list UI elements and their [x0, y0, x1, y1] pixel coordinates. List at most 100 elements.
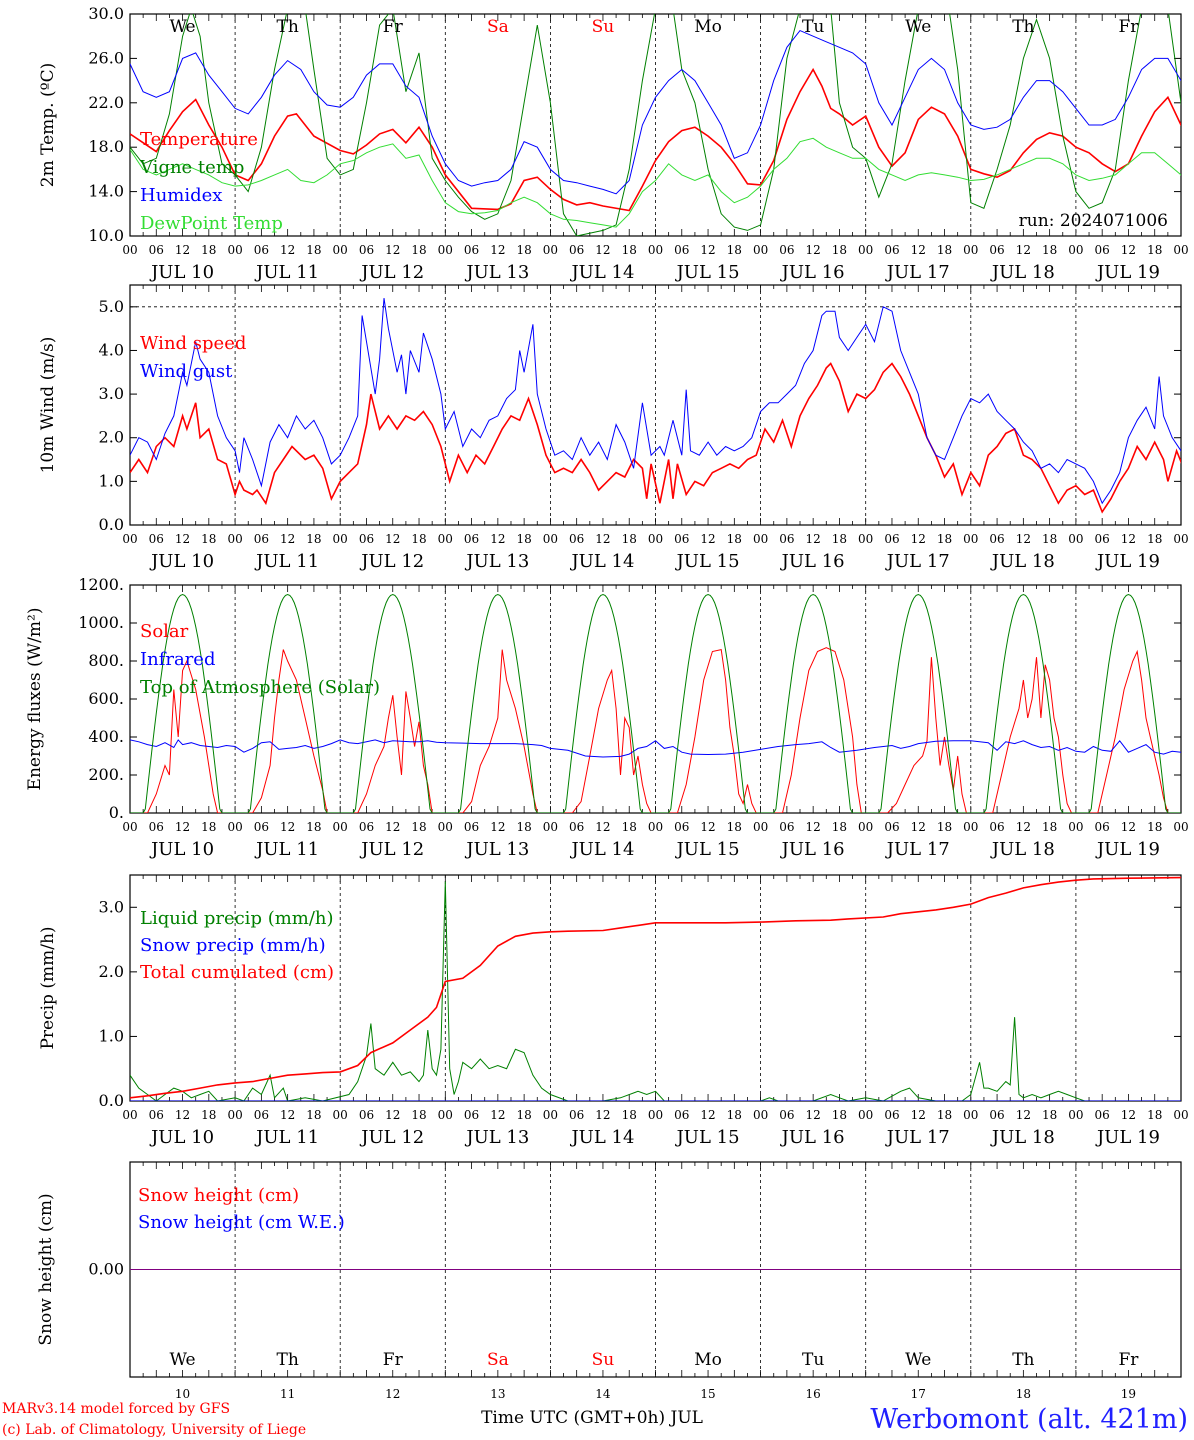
- hour-tick-label: 06: [149, 820, 164, 834]
- hour-tick-label: 12: [1016, 1108, 1031, 1122]
- hour-tick-label: 12: [911, 532, 926, 546]
- date-label: JUL 15: [675, 551, 740, 572]
- weekday-label: Th: [1012, 1350, 1034, 1370]
- legend-entry: Snow height (cm W.E.): [138, 1212, 345, 1233]
- legend-entry: Temperature: [140, 129, 258, 150]
- legend-entry: Wind speed: [140, 333, 246, 354]
- hour-tick-label: 12: [911, 820, 926, 834]
- hour-tick-label: 00: [333, 532, 348, 546]
- hour-tick-label: 18: [1042, 532, 1057, 546]
- hour-tick-label: 00: [1173, 1108, 1188, 1122]
- hour-tick-label: 12: [385, 243, 400, 257]
- date-label: JUL 15: [675, 262, 740, 283]
- hour-tick-label: 18: [201, 1108, 216, 1122]
- hour-tick-label: 18: [411, 532, 426, 546]
- day-number-label: 11: [280, 1387, 295, 1401]
- y-tick-label: 1000.: [78, 613, 124, 632]
- hour-tick-label: 18: [306, 243, 321, 257]
- hour-tick-label: 06: [149, 243, 164, 257]
- hour-tick-label: 00: [753, 820, 768, 834]
- weekday-label: Fr: [1118, 17, 1139, 37]
- hour-tick-label: 00: [543, 1108, 558, 1122]
- legend-entry: Total cumulated (cm): [140, 962, 334, 983]
- date-label: JUL 19: [1095, 1127, 1160, 1148]
- series-group: [130, 876, 1181, 1101]
- hour-tick-label: 18: [937, 532, 952, 546]
- y-tick-label: 22.0: [88, 93, 124, 112]
- series-line-vigne-temp: [130, 14, 1181, 236]
- hour-tick-label: 00: [438, 1108, 453, 1122]
- series-line-liquid-precip-mm-h: [130, 881, 1181, 1101]
- weekday-label: Fr: [383, 17, 404, 37]
- hour-tick-label: 18: [306, 820, 321, 834]
- hour-tick-label: 12: [1121, 243, 1136, 257]
- hour-tick-label: 06: [674, 532, 689, 546]
- weekday-label: We: [905, 1350, 931, 1370]
- hour-tick-label: 06: [674, 820, 689, 834]
- series-line-top-of-atmosphere-solar: [130, 593, 1181, 813]
- hour-tick-label: 18: [516, 532, 531, 546]
- hour-tick-label: 00: [1173, 532, 1188, 546]
- y-tick-label: 3.0: [99, 384, 124, 403]
- hour-tick-label: 18: [1042, 243, 1057, 257]
- hour-tick-label: 18: [1147, 532, 1162, 546]
- y-tick-label: 0.00: [88, 1260, 124, 1279]
- day-number-label: 10: [175, 1387, 190, 1401]
- hour-tick-label: 00: [227, 820, 242, 834]
- day-number-label: 17: [911, 1387, 926, 1401]
- hour-tick-label: 12: [1016, 532, 1031, 546]
- series-line-total-cumulated-cm: [130, 876, 1181, 1099]
- day-number-label: 14: [595, 1387, 611, 1401]
- hour-tick-label: 00: [648, 820, 663, 834]
- hour-tick-label: 00: [963, 1108, 978, 1122]
- date-label: JUL 14: [569, 551, 634, 572]
- date-label: JUL 18: [990, 839, 1055, 860]
- date-label: JUL 16: [780, 1127, 845, 1148]
- hour-tick-label: 06: [254, 243, 269, 257]
- hour-tick-label: 12: [490, 1108, 505, 1122]
- panel-2: 0.0 1.0 2.0 3.0 4.0 5.0 10m Wind (m/s) Wind spe…: [38, 284, 1189, 572]
- hour-tick-label: 06: [569, 820, 584, 834]
- hour-tick-label: 00: [122, 532, 137, 546]
- day-number-label: 16: [806, 1387, 821, 1401]
- date-label: JUL 11: [254, 551, 319, 572]
- hour-tick-label: 06: [884, 243, 899, 257]
- hour-tick-label: 12: [806, 1108, 821, 1122]
- hour-tick-label: 18: [516, 1108, 531, 1122]
- panel-3: 0. 200. 400. 600. 800. 1000. 1200. Energy fluxe…: [25, 575, 1189, 860]
- series-line-wind-gust: [130, 298, 1181, 505]
- hour-tick-label: 00: [753, 243, 768, 257]
- panel-4: 0.0 1.0 2.0 3.0 Precip (mm/h) Liquid precip (…: [38, 874, 1189, 1148]
- hour-tick-label: 06: [359, 820, 374, 834]
- hour-tick-label: 18: [411, 243, 426, 257]
- series-group: [130, 593, 1181, 813]
- hour-tick-label: 06: [884, 532, 899, 546]
- date-label: JUL 11: [254, 262, 319, 283]
- hour-tick-label: 12: [280, 532, 295, 546]
- hour-tick-label: 18: [727, 532, 742, 546]
- legend-entry: Vigne temp: [139, 157, 244, 178]
- series-line-dewpoint-temp: [130, 137, 1181, 228]
- hour-tick-label: 00: [1173, 243, 1188, 257]
- hour-tick-label: 00: [963, 243, 978, 257]
- hour-tick-label: 18: [411, 1108, 426, 1122]
- date-label: JUL 16: [780, 262, 845, 283]
- hour-tick-label: 06: [464, 820, 479, 834]
- hour-tick-label: 18: [516, 243, 531, 257]
- hour-tick-label: 06: [1095, 1108, 1110, 1122]
- hour-tick-label: 00: [648, 1108, 663, 1122]
- hour-tick-label: 12: [175, 243, 190, 257]
- date-label: JUL 19: [1095, 839, 1160, 860]
- hour-tick-label: 18: [622, 243, 637, 257]
- date-label: JUL 17: [885, 551, 950, 572]
- hour-tick-label: 06: [149, 1108, 164, 1122]
- weekday-label: Fr: [1118, 1350, 1139, 1370]
- hour-tick-label: 18: [937, 243, 952, 257]
- hour-tick-label: 18: [1042, 1108, 1057, 1122]
- y-tick-label: 14.0: [88, 182, 124, 201]
- hour-tick-label: 18: [727, 1108, 742, 1122]
- station-name: Werbomont (alt. 421m): [870, 1404, 1188, 1435]
- hour-tick-label: 12: [806, 820, 821, 834]
- hour-tick-label: 00: [648, 532, 663, 546]
